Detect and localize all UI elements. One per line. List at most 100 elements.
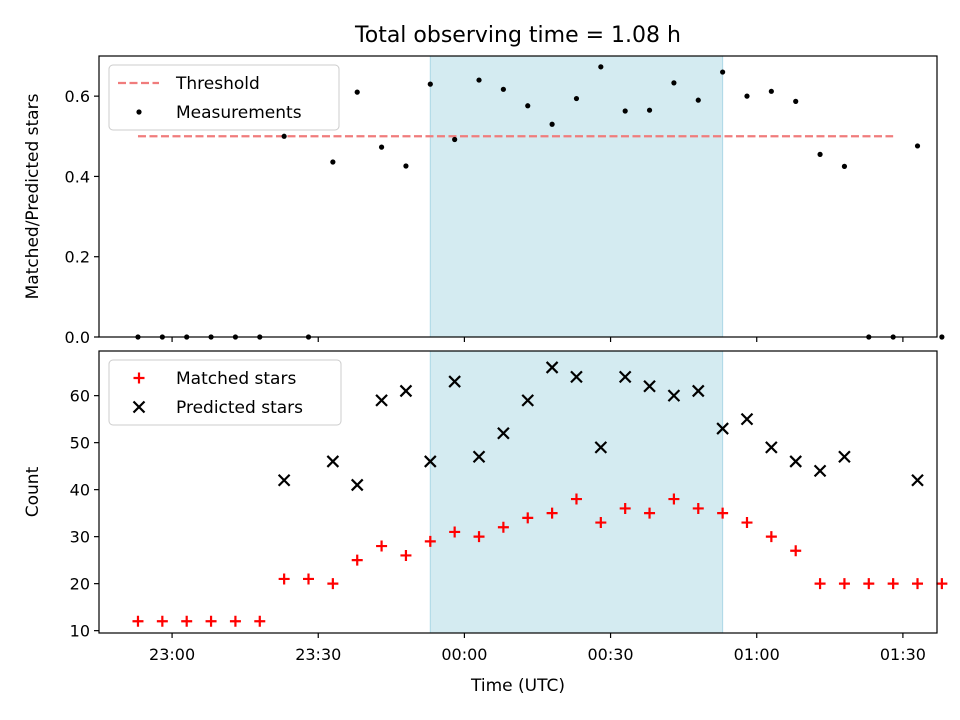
predicted-star-point (326, 455, 340, 468)
chart-title: Total observing time = 1.08 h (354, 23, 681, 48)
measurement-point (695, 97, 701, 103)
matched-star-point (156, 615, 168, 627)
measurement-point (354, 89, 360, 95)
measurement-point (330, 159, 336, 165)
matched-star-point (644, 507, 656, 519)
y-tick-label: 0.2 (65, 248, 90, 267)
matched-star-point (400, 549, 412, 561)
predicted-star-point (545, 361, 559, 374)
matched-star-point (327, 578, 339, 590)
measurement-point (817, 151, 823, 157)
legend-label: Matched stars (176, 369, 296, 389)
predicted-star-point (448, 375, 461, 388)
matched-star-point (351, 554, 363, 566)
matched-star-point (887, 578, 899, 590)
predicted-star-point (618, 370, 632, 384)
y-tick-label: 0.6 (65, 87, 90, 106)
y-axis-label: Count (23, 466, 43, 517)
matched-star-point (595, 517, 607, 529)
matched-star-point (668, 493, 680, 505)
predicted-star-point (570, 370, 583, 384)
measurement-point (598, 64, 604, 70)
measurement-point (452, 136, 458, 143)
matched-star-point (278, 573, 290, 585)
axes-frame (98, 55, 938, 338)
measurement-point (476, 77, 482, 83)
predicted-star-point (350, 478, 364, 492)
predicted-star-point (740, 412, 754, 426)
matched-star-point (717, 507, 729, 519)
matched-star-point (838, 578, 850, 590)
measurement-point (793, 98, 799, 104)
matched-star-point (912, 578, 924, 590)
matched-star-point (254, 615, 266, 627)
legend: Matched stars Predicted stars (108, 359, 342, 426)
matched-star-point (863, 578, 875, 590)
predicted-star-point (643, 379, 656, 393)
predicted-star-point (594, 441, 608, 454)
y-tick-label: 60 (70, 387, 90, 406)
observing-window-span (429, 350, 724, 634)
x-tick-label: 23:00 (149, 645, 195, 664)
matched-star-point (546, 507, 558, 519)
x-tick-label: 01:00 (734, 645, 780, 664)
matched-star-point (181, 615, 193, 627)
predicted-star-point (765, 441, 778, 454)
legend-measurement-marker (136, 109, 142, 115)
measurement-point (914, 143, 921, 149)
matched-star-point (424, 535, 436, 547)
y-tick-label: 50 (70, 434, 90, 453)
x-tick-label: 00:30 (588, 645, 634, 664)
matched-star-point (473, 531, 485, 543)
legend-predicted-marker (132, 400, 146, 414)
measurement-point (427, 81, 433, 87)
x-axis-label: Time (UTC) (470, 676, 565, 696)
matched-star-point (132, 615, 144, 627)
matched-star-point (303, 573, 314, 585)
legend-matched-marker (133, 372, 145, 384)
matched-star-point (765, 531, 777, 543)
predicted-star-point (472, 450, 486, 464)
measurement-point (768, 88, 774, 94)
matched-star-point (936, 578, 948, 590)
matched-star-point (497, 521, 509, 533)
legend-box (108, 64, 340, 131)
predicted-star-point (521, 394, 535, 407)
y-tick-label: 40 (70, 481, 90, 500)
axes-frame (98, 350, 938, 634)
y-tick-label: 0.0 (65, 328, 90, 347)
predicted-star-point (667, 389, 681, 402)
legend: Threshold Measurements (108, 64, 340, 131)
legend-label: Threshold (175, 74, 260, 94)
measurement-point (281, 133, 287, 139)
matched-star-point (741, 517, 753, 529)
series-predicted-stars (277, 361, 924, 492)
measurement-point (939, 334, 945, 340)
measurement-point (720, 69, 726, 75)
x-tick-label: 00:00 (441, 645, 487, 664)
y-tick-label: 10 (70, 622, 90, 641)
measurement-point (500, 86, 506, 92)
predicted-star-point (813, 464, 827, 478)
matched-star-point (205, 615, 217, 627)
matched-star-point (522, 512, 534, 524)
matched-star-point (814, 578, 826, 590)
matched-star-point (790, 545, 802, 557)
predicted-star-point (716, 422, 729, 435)
legend-box (108, 359, 342, 426)
panel-ratio: 0.0 0.2 0.4 0.6 Matched/Predicted stars Thres… (23, 55, 945, 347)
legend-label: Measurements (176, 103, 302, 123)
predicted-star-point (691, 384, 705, 398)
y-tick-label: 20 (70, 575, 90, 594)
predicted-star-point (277, 473, 291, 487)
measurement-point (646, 107, 653, 113)
measurement-point (744, 93, 750, 99)
predicted-star-point (911, 473, 924, 487)
predicted-star-point (424, 455, 437, 468)
series-matched-stars (132, 493, 948, 627)
x-tick-label: 01:30 (880, 645, 926, 664)
measurement-point (403, 163, 409, 169)
predicted-star-point (838, 450, 851, 464)
matched-star-point (570, 493, 582, 505)
